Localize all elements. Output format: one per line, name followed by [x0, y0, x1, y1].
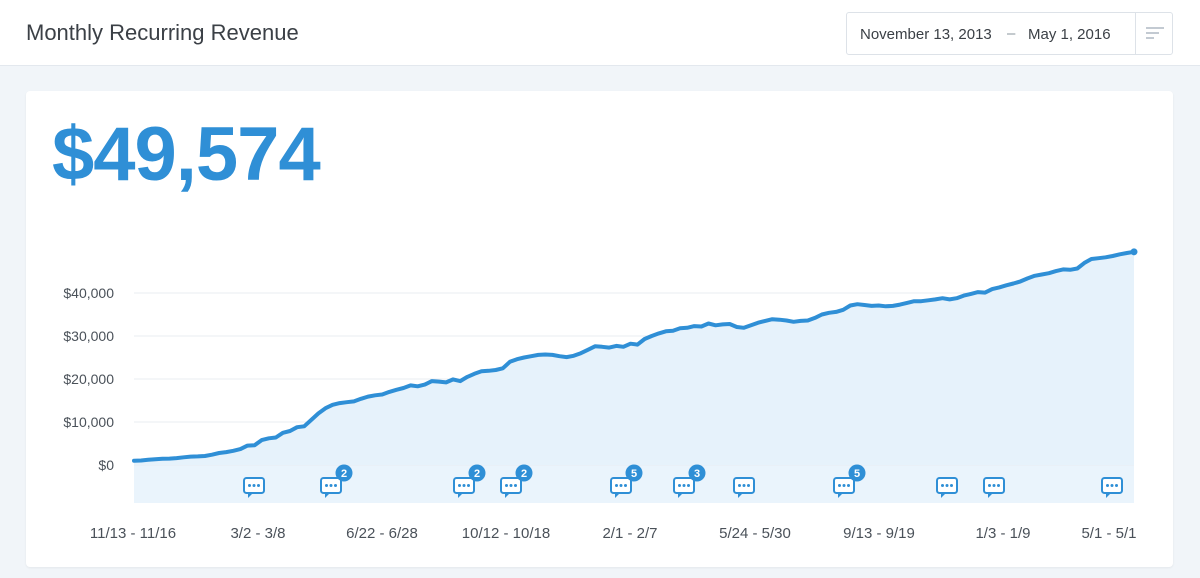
x-tick-label: 11/13 - 11/16: [90, 525, 176, 542]
comment-tail: [941, 493, 946, 498]
comment-dot: [248, 484, 251, 487]
comment-dot: [945, 484, 949, 487]
comment-icon[interactable]: [733, 477, 755, 498]
comment-dot: [988, 484, 991, 487]
comment-icon[interactable]: 2: [500, 464, 533, 499]
count-badge: [335, 464, 353, 482]
comment-tail: [325, 493, 330, 498]
comment-dot: [514, 484, 517, 487]
comment-dot: [462, 484, 466, 487]
comment-dot: [950, 484, 953, 487]
x-tick-label: 10/12 - 10/18: [462, 525, 550, 542]
comment-icon[interactable]: 5: [610, 464, 643, 499]
filter-lines-icon: [1146, 27, 1164, 39]
y-tick-label: $40,000: [63, 285, 114, 301]
comment-dot: [505, 484, 508, 487]
date-separator: –: [1007, 25, 1016, 42]
count-badge-label: 2: [341, 468, 347, 480]
filter-button[interactable]: [1135, 13, 1173, 54]
comment-dot: [458, 484, 461, 487]
comment-dot: [1115, 484, 1118, 487]
comment-icon[interactable]: 2: [453, 464, 486, 499]
comment-icon[interactable]: 2: [320, 464, 353, 499]
comment-dot: [467, 484, 470, 487]
count-badge-label: 2: [474, 468, 480, 480]
count-badge: [688, 464, 706, 482]
comment-dot: [334, 484, 337, 487]
comment-dot: [847, 484, 850, 487]
area-fill: [134, 251, 1134, 465]
x-tick-label: 1/3 - 1/9: [975, 525, 1030, 542]
count-badge-label: 2: [521, 468, 527, 480]
comment-tail: [678, 493, 683, 498]
comment-dot: [624, 484, 627, 487]
comment-tail: [505, 493, 510, 498]
comment-dot: [678, 484, 681, 487]
comment-dot: [325, 484, 328, 487]
count-badge: [848, 464, 866, 482]
comment-dot: [509, 484, 513, 487]
top-bar: Monthly Recurring Revenue November 13, 2…: [0, 0, 1200, 66]
comment-tail: [1106, 493, 1111, 498]
count-badge: [468, 464, 486, 482]
comment-icon[interactable]: [983, 477, 1005, 498]
x-tick-label: 6/22 - 6/28: [346, 525, 418, 542]
y-tick-label: $20,000: [63, 371, 114, 387]
x-tick-label: 3/2 - 3/8: [230, 525, 285, 542]
comment-dot: [619, 484, 623, 487]
comment-icon[interactable]: [1101, 477, 1123, 498]
x-tick-label: 2/1 - 2/7: [602, 525, 657, 542]
count-badge-label: 5: [854, 468, 860, 480]
date-end[interactable]: May 1, 2016: [1028, 26, 1111, 43]
x-tick-label: 5/1 - 5/1: [1081, 525, 1136, 542]
date-start[interactable]: November 13, 2013: [860, 26, 992, 43]
comment-dot: [838, 484, 841, 487]
comment-tail: [738, 493, 743, 498]
comment-dot: [687, 484, 690, 487]
comment-dot: [738, 484, 741, 487]
comment-tail: [838, 493, 843, 498]
comment-icon[interactable]: 5: [833, 464, 866, 499]
comment-dot: [329, 484, 333, 487]
comment-tail: [248, 493, 253, 498]
count-badge-label: 3: [694, 468, 700, 480]
comment-dot: [842, 484, 846, 487]
mrr-value: $49,574: [52, 112, 321, 197]
comment-icon[interactable]: 3: [673, 464, 706, 499]
comment-dot: [1110, 484, 1114, 487]
y-tick-label: $30,000: [63, 328, 114, 344]
comment-icon[interactable]: [936, 477, 958, 498]
comment-tail: [615, 493, 620, 498]
comment-dot: [941, 484, 944, 487]
date-range-picker[interactable]: November 13, 2013 – May 1, 2016: [846, 12, 1173, 55]
count-badge-label: 5: [631, 468, 637, 480]
count-badge: [625, 464, 643, 482]
comment-dot: [747, 484, 750, 487]
y-tick-label: $10,000: [63, 414, 114, 430]
comment-dot: [615, 484, 618, 487]
y-tick-label: $0: [98, 457, 114, 473]
count-badge: [515, 464, 533, 482]
comment-dot: [257, 484, 260, 487]
series-line: [132, 249, 1136, 463]
comment-dot: [252, 484, 256, 487]
comment-dot: [682, 484, 686, 487]
comment-tail: [458, 493, 463, 498]
comment-dot: [1106, 484, 1109, 487]
page-title: Monthly Recurring Revenue: [26, 20, 299, 45]
x-tick-label: 9/13 - 9/19: [843, 525, 915, 542]
end-point: [1130, 248, 1138, 256]
comment-tail: [988, 493, 993, 498]
comment-dot: [742, 484, 746, 487]
comment-dot: [992, 484, 996, 487]
comment-dot: [997, 484, 1000, 487]
comment-icon[interactable]: [243, 477, 265, 498]
x-tick-label: 5/24 - 5/30: [719, 525, 791, 542]
